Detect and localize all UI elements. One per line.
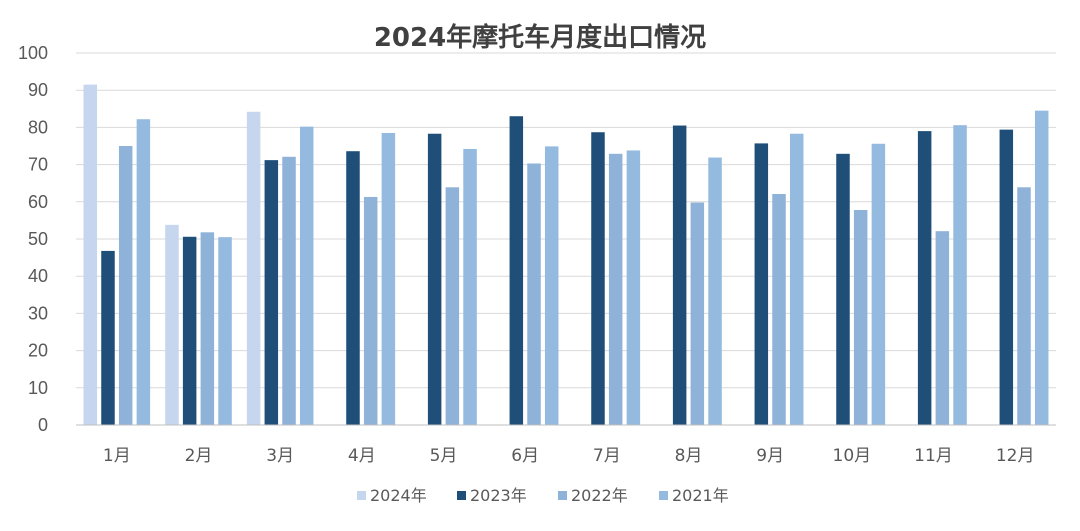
x-tick-label: 12月 [996, 446, 1035, 466]
x-tick-label: 7月 [593, 446, 621, 466]
legend-label: 2021年 [672, 486, 729, 505]
bar-2022-7 [608, 153, 623, 425]
legend-swatch-2021 [659, 491, 668, 500]
bar-2021-12 [1034, 110, 1049, 425]
x-tick-label: 3月 [266, 446, 294, 466]
x-tick-label: 1月 [103, 446, 131, 466]
bar-2023-2 [182, 236, 197, 425]
bar-2023-1 [101, 250, 115, 425]
legend-label: 2024年 [370, 486, 427, 505]
bar-2023-12 [999, 129, 1014, 425]
bar-2023-10 [836, 153, 850, 425]
bar-2022-5 [445, 187, 460, 425]
bar-2022-2 [200, 232, 215, 425]
legend-label: 2022年 [571, 486, 628, 505]
bar-2022-6 [527, 163, 541, 425]
x-tick-label: 2月 [185, 446, 213, 466]
axes: 0 10 20 30 40 50 60 70 80 90 100 1月 2月 3月 4月 5月 6月 7月 8月 9月… [18, 43, 1056, 466]
x-tick-label: 10月 [833, 446, 872, 466]
legend-label: 2023年 [470, 486, 527, 505]
x-tick-label: 4月 [348, 446, 376, 466]
bar-2022-8 [690, 202, 705, 425]
bar-2022-11 [935, 231, 950, 425]
bar-2021-8 [708, 157, 722, 426]
legend: 2024年 2023年 2022年 2021年 [357, 486, 729, 505]
bar-2023-6 [509, 116, 524, 426]
legend-swatch-2022 [558, 491, 567, 500]
y-tick-label: 80 [28, 117, 48, 137]
bar-2021-9 [789, 133, 804, 425]
y-tick-label: 70 [28, 155, 48, 175]
bar-2021-1 [136, 119, 151, 425]
bar-2022-3 [282, 156, 296, 425]
bar-2023-9 [754, 143, 769, 425]
y-tick-label: 90 [28, 80, 48, 100]
gridlines [76, 52, 1056, 389]
bar-2021-11 [953, 125, 967, 425]
legend-swatch-2023 [457, 491, 466, 500]
bar-2023-7 [591, 132, 605, 425]
y-tick-label: 40 [28, 266, 48, 286]
y-tick-label: 0 [38, 415, 48, 435]
bar-2021-4 [381, 132, 396, 426]
y-tick-label: 30 [28, 303, 48, 323]
y-tick-label: 10 [28, 378, 48, 398]
x-tick-label: 9月 [756, 446, 784, 466]
bar-2021-10 [871, 143, 886, 425]
y-tick-label: 60 [28, 192, 48, 212]
y-tick-label: 50 [28, 229, 48, 249]
bar-2023-8 [672, 125, 687, 425]
bars [83, 84, 1049, 426]
bar-2021-2 [218, 237, 232, 425]
bar-2022-10 [853, 209, 868, 425]
bar-2021-7 [626, 150, 641, 426]
bar-2022-9 [772, 193, 786, 425]
bar-2022-12 [1017, 187, 1031, 425]
bar-2022-4 [363, 196, 378, 425]
chart-title: 2024年摩托车月度出口情况 [374, 22, 706, 53]
bar-2023-11 [917, 131, 932, 425]
bar-2024-3 [246, 111, 261, 425]
x-tick-label: 11月 [914, 446, 953, 466]
bar-2021-6 [544, 146, 559, 425]
legend-swatch-2024 [357, 491, 366, 500]
bar-2022-1 [118, 146, 133, 425]
y-tick-label: 20 [28, 341, 48, 361]
bar-2024-2 [165, 224, 179, 425]
bar-2024-1 [83, 84, 98, 426]
bar-2023-4 [346, 151, 360, 425]
x-tick-label: 8月 [675, 446, 703, 466]
bar-2023-3 [264, 160, 279, 426]
bar-2023-5 [427, 133, 442, 425]
x-tick-label: 6月 [511, 446, 539, 466]
bar-2021-5 [463, 148, 477, 425]
y-tick-label: 100 [18, 43, 48, 63]
bar-2021-3 [299, 126, 314, 425]
x-tick-label: 5月 [430, 446, 458, 466]
